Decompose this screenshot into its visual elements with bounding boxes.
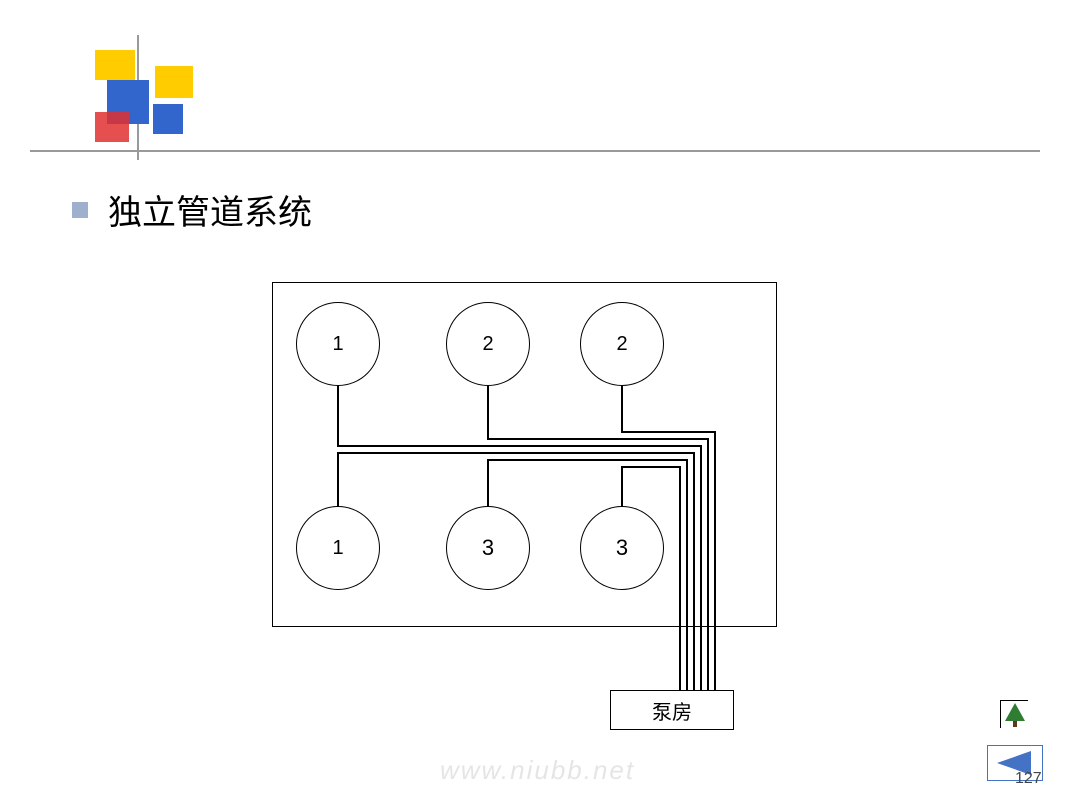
- pipe: [621, 466, 681, 468]
- pipe: [487, 438, 709, 440]
- pipe: [679, 466, 681, 690]
- tank-node-2a: 2: [446, 302, 530, 386]
- pipe: [700, 445, 702, 690]
- tank-node-3b: 3: [580, 506, 664, 590]
- pipe: [337, 445, 702, 447]
- pump-house: 泵房: [610, 690, 734, 730]
- pipe: [686, 459, 688, 690]
- pipe: [337, 452, 695, 454]
- pipe: [487, 459, 489, 506]
- pipe: [707, 438, 709, 690]
- watermark-text: www.niubb.net: [440, 755, 635, 786]
- pipe: [693, 452, 695, 690]
- pipe: [714, 431, 716, 690]
- pipe: [487, 459, 688, 461]
- tank-node-3a: 3: [446, 506, 530, 590]
- pipe: [621, 386, 623, 431]
- tank-node-2b: 2: [580, 302, 664, 386]
- pipe: [621, 466, 623, 506]
- pipe: [487, 386, 489, 438]
- pipe: [337, 452, 339, 506]
- tank-node-1b: 1: [296, 506, 380, 590]
- tree-icon: [1000, 700, 1028, 728]
- tank-node-1a: 1: [296, 302, 380, 386]
- pipe: [621, 431, 716, 433]
- pipeline-diagram: 1 2 2 1 3 3 泵房: [0, 0, 1069, 802]
- pipe: [337, 386, 339, 445]
- page-number: 127: [1015, 770, 1042, 788]
